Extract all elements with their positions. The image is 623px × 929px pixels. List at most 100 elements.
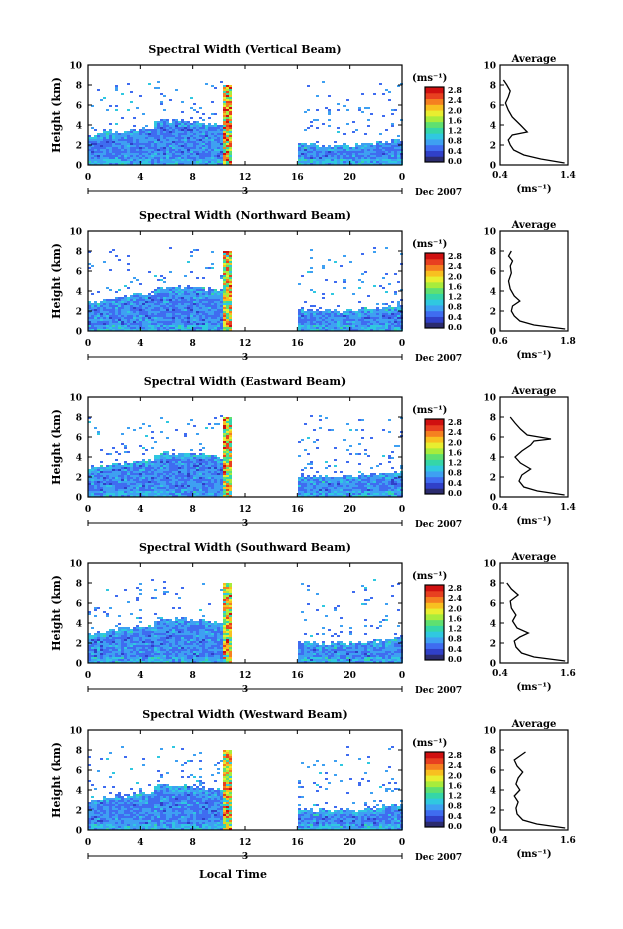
- heatmap-cell: [316, 161, 319, 163]
- heatmap-cell: [226, 137, 229, 139]
- heatmap-cell: [178, 157, 181, 159]
- heatmap-cell: [193, 319, 196, 321]
- heatmap-cell: [157, 491, 160, 493]
- avg-y-tick-label: 4: [490, 454, 496, 464]
- heatmap-cell: [316, 321, 319, 323]
- heatmap-cell: [319, 315, 322, 317]
- heatmap-cell: [88, 155, 91, 157]
- heatmap-cell: [340, 155, 343, 157]
- heatmap-cell: [187, 157, 190, 159]
- heatmap-cell: [223, 281, 226, 283]
- heatmap-cell: [130, 157, 133, 159]
- heatmap-cell: [88, 659, 91, 661]
- x-tick-label: 0: [85, 173, 91, 183]
- heatmap-cell: [229, 139, 232, 141]
- heatmap-cell: [313, 321, 316, 323]
- heatmap-cell: [136, 465, 139, 467]
- heatmap-cell: [175, 493, 178, 495]
- heatmap-cell: [100, 639, 103, 641]
- heatmap-cell: [208, 133, 211, 135]
- heatmap-cell: [148, 465, 151, 467]
- heatmap-cell: [160, 317, 163, 319]
- heatmap-cell: [106, 489, 109, 491]
- heatmap-cell: [106, 137, 109, 139]
- heatmap-cell: [100, 147, 103, 149]
- heatmap-cell: [160, 137, 163, 139]
- heatmap-cell: [319, 329, 322, 331]
- heatmap-cell: [103, 489, 106, 491]
- heatmap-cell: [226, 427, 229, 429]
- heatmap-cell: [394, 477, 397, 479]
- heatmap-cell: [130, 305, 133, 307]
- heatmap-cell: [133, 141, 136, 143]
- heatmap-cell: [211, 305, 214, 307]
- heatmap-cell: [163, 303, 166, 305]
- heatmap-cell: [181, 301, 184, 303]
- heatmap-cell: [217, 481, 220, 483]
- heatmap-cell: [220, 289, 223, 291]
- heatmap-cell: [397, 483, 400, 485]
- heatmap-cell: [187, 471, 190, 473]
- heatmap-cell: [190, 327, 193, 329]
- heatmap-cell: [313, 161, 316, 163]
- date-month: Dec 2007: [415, 188, 462, 198]
- heatmap-cell: [316, 311, 319, 313]
- heatmap-cell: [88, 469, 91, 471]
- heatmap-cell: [220, 493, 223, 495]
- heatmap-cell: [163, 291, 166, 293]
- heatmap-cell: [229, 257, 232, 259]
- heatmap-cell: [100, 493, 103, 495]
- heatmap-cell: [184, 493, 187, 495]
- heatmap-cell: [376, 307, 379, 309]
- heatmap-cell: [229, 123, 232, 125]
- heatmap-cell: [187, 469, 190, 471]
- heatmap-cell: [103, 145, 106, 147]
- heatmap-cell: [154, 485, 157, 487]
- heatmap-cell: [226, 105, 229, 107]
- heatmap-cell: [223, 99, 226, 101]
- heatmap-cell: [91, 145, 94, 147]
- heatmap-cell: [151, 495, 154, 497]
- heatmap-cell: [145, 321, 148, 323]
- heatmap-cell: [202, 491, 205, 493]
- heatmap-cell: [169, 303, 172, 305]
- heatmap-cell: [136, 139, 139, 141]
- heatmap-cell: [220, 311, 223, 313]
- heatmap-cell: [388, 155, 391, 157]
- heatmap-cell: [94, 481, 97, 483]
- heatmap-cell: [190, 313, 193, 315]
- heatmap-cell: [382, 163, 385, 165]
- heatmap-cell: [370, 483, 373, 485]
- heatmap-cell: [106, 327, 109, 329]
- heatmap-cell: [163, 299, 166, 301]
- heatmap-cell: [367, 327, 370, 329]
- heatmap-cell: [175, 463, 178, 465]
- colorbar-label: 2.0: [448, 105, 462, 115]
- heatmap-cell: [223, 121, 226, 123]
- heatmap-cell: [217, 459, 220, 461]
- heatmap-cell: [163, 293, 166, 295]
- heatmap-cell: [100, 641, 103, 643]
- heatmap-cell: [181, 295, 184, 297]
- heatmap-cell: [106, 453, 109, 455]
- heatmap-cell: [94, 661, 97, 663]
- heatmap-cell: [160, 313, 163, 315]
- heatmap-cell: [181, 123, 184, 125]
- heatmap-cell: [94, 157, 97, 159]
- heatmap-cell: [205, 427, 208, 429]
- heatmap-cell: [115, 109, 118, 111]
- x-tick-label: 16: [291, 173, 304, 183]
- heatmap-cell: [160, 295, 163, 297]
- heatmap-cell: [382, 329, 385, 331]
- heatmap-cell: [355, 487, 358, 489]
- heatmap-cell: [202, 151, 205, 153]
- heatmap-cell: [109, 483, 112, 485]
- heatmap-cell: [187, 147, 190, 149]
- heatmap-cell: [91, 661, 94, 663]
- heatmap-cell: [109, 269, 112, 271]
- heatmap-cell: [169, 139, 172, 141]
- heatmap-cell: [106, 613, 109, 615]
- heatmap-cell: [385, 149, 388, 151]
- heatmap-cell: [103, 261, 106, 263]
- heatmap-cell: [133, 303, 136, 305]
